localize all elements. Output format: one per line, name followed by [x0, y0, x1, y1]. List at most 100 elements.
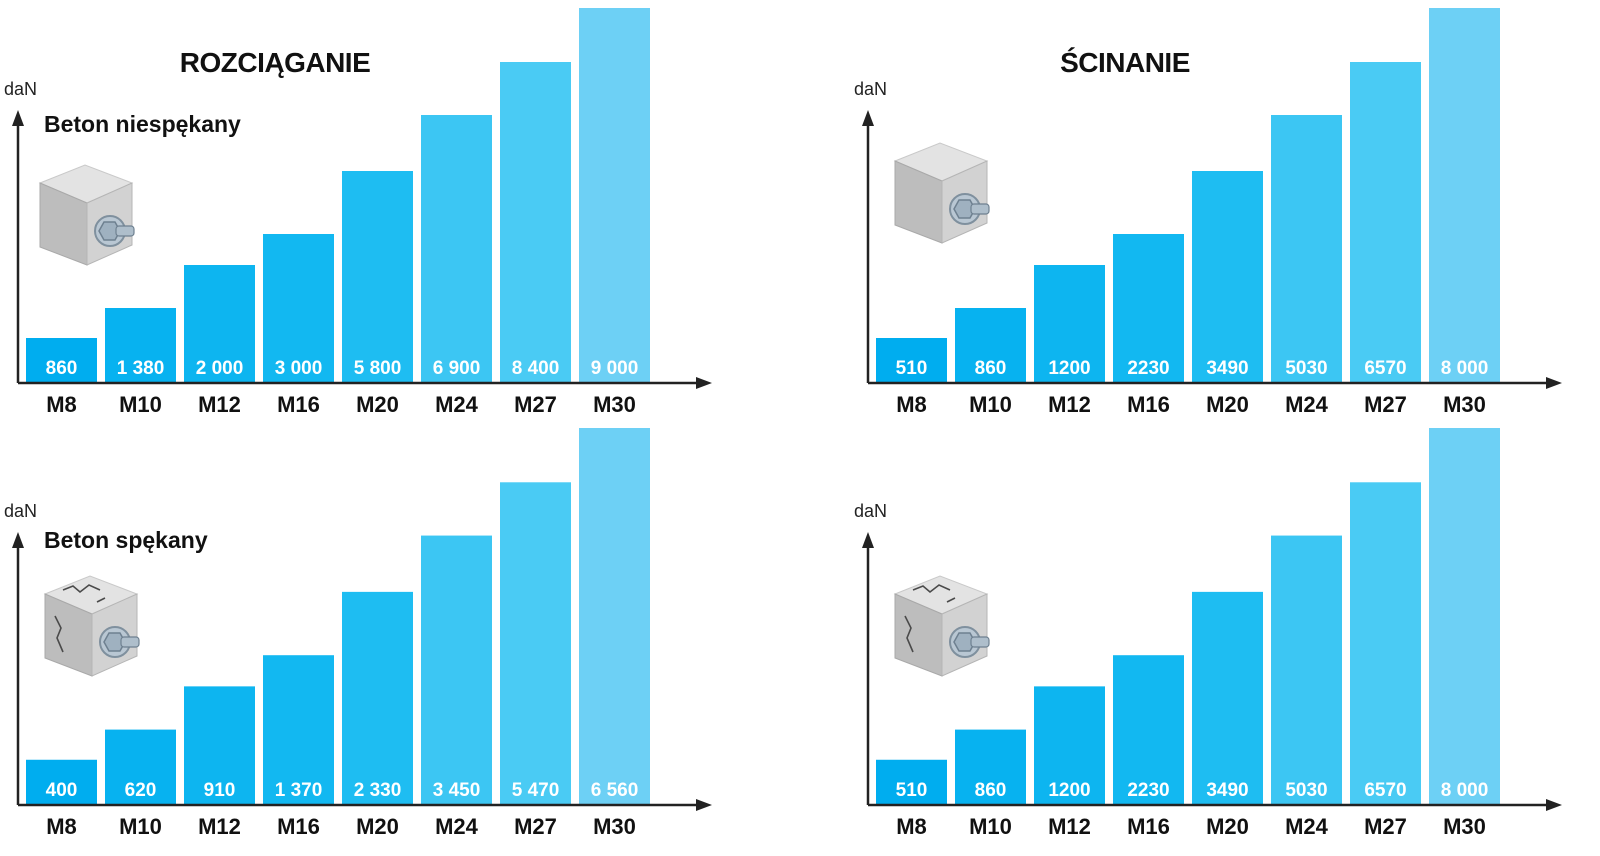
x-tick-label: M27 [514, 814, 557, 839]
bar-value-label: 8 000 [1441, 358, 1489, 379]
bar-group: 510 860 1200 2230 3490 5030 6570 8 000 [876, 8, 1500, 383]
bar-value-label: 8 400 [512, 358, 560, 379]
bar-m12 [1034, 686, 1105, 805]
bar-m16 [1113, 655, 1184, 805]
bolt-nut [103, 632, 126, 652]
bar-value-label: 1 370 [275, 780, 323, 801]
bar-value-label: 620 [125, 780, 157, 801]
bar-m27 [1350, 62, 1421, 383]
bar-value-label: 6570 [1364, 780, 1406, 801]
y-axis-arrow [12, 110, 24, 126]
bar-m27 [1350, 482, 1421, 805]
x-tick-labels: M8 M10 M12 M16 M20 M24 M27 M30 [896, 814, 1486, 839]
bar-m12 [1034, 265, 1105, 383]
x-tick-label: M30 [593, 392, 636, 417]
bar-m20 [342, 171, 413, 383]
x-tick-label: M30 [1443, 392, 1486, 417]
x-tick-label: M16 [1127, 392, 1170, 417]
bar-value-label: 510 [896, 358, 928, 379]
x-tick-label: M12 [1048, 392, 1091, 417]
bolt-nut [953, 632, 976, 652]
y-axis-unit: daN [854, 79, 887, 99]
x-tick-label: M16 [1127, 814, 1170, 839]
x-tick-label: M27 [1364, 814, 1407, 839]
chart-title: ŚCINANIE [1060, 47, 1190, 78]
bar-value-label: 2 330 [354, 780, 402, 801]
x-tick-label: M12 [198, 392, 241, 417]
bar-value-label: 3 450 [433, 780, 481, 801]
bar-m24 [1271, 535, 1342, 805]
x-tick-label: M30 [1443, 814, 1486, 839]
bar-m20 [1192, 591, 1263, 805]
bar-value-label: 6 900 [433, 358, 481, 379]
x-tick-labels: M8 M10 M12 M16 M20 M24 M27 M30 [896, 392, 1486, 417]
x-tick-label: M20 [1206, 814, 1249, 839]
bar-value-label: 5030 [1285, 358, 1327, 379]
bar-m8 [26, 338, 97, 383]
bar-value-label: 6570 [1364, 358, 1406, 379]
bar-m24 [1271, 115, 1342, 383]
chart-svg: ŚCINANIE daN 510 860 1200 2230 3490 5030 6570 8… [854, 8, 1562, 417]
bar-m20 [342, 591, 413, 805]
chart-svg: ROZCIĄGANIE daN Beton niespękany 860 1 38… [4, 8, 712, 417]
bar-value-label: 3 000 [275, 358, 323, 379]
bar-m10 [105, 729, 176, 805]
x-tick-label: M16 [277, 392, 320, 417]
concrete-cube-icon [893, 575, 990, 677]
bar-m12 [184, 686, 255, 805]
x-tick-label: M8 [896, 392, 927, 417]
chart-title: ROZCIĄGANIE [180, 47, 371, 78]
x-tick-label: M8 [46, 392, 77, 417]
axes [12, 110, 712, 389]
chart-tension-uncracked: ROZCIĄGANIE daN Beton niespękany 860 1 38… [0, 0, 800, 428]
bar-value-label: 2 000 [196, 358, 244, 379]
x-axis-arrow [1546, 799, 1562, 811]
x-tick-labels: M8 M10 M12 M16 M20 M24 M27 M30 [46, 392, 636, 417]
concrete-cube-icon [893, 142, 990, 244]
chart-subtitle: Beton spękany [44, 527, 208, 553]
bar-value-label: 5 800 [354, 358, 402, 379]
y-axis-unit: daN [4, 79, 37, 99]
bar-m10 [955, 729, 1026, 805]
bar-m8 [26, 759, 97, 805]
x-tick-label: M27 [514, 392, 557, 417]
bar-value-label: 510 [896, 780, 928, 801]
bar-value-label: 910 [204, 780, 236, 801]
bar-value-label: 5 470 [512, 780, 560, 801]
axes [862, 532, 1562, 811]
bar-value-label: 2230 [1127, 358, 1169, 379]
bar-m16 [263, 655, 334, 805]
bar-value-label: 1200 [1048, 780, 1090, 801]
y-axis-arrow [862, 532, 874, 548]
bar-m24 [421, 115, 492, 383]
x-tick-label: M24 [1285, 814, 1329, 839]
bar-m16 [1113, 234, 1184, 383]
y-axis-arrow [12, 532, 24, 548]
bar-value-label: 1200 [1048, 358, 1090, 379]
x-axis-arrow [696, 377, 712, 389]
x-tick-label: M10 [969, 392, 1012, 417]
bar-value-label: 860 [975, 780, 1007, 801]
x-tick-label: M10 [969, 814, 1012, 839]
bar-m16 [263, 234, 334, 383]
axes [12, 532, 712, 811]
x-tick-label: M16 [277, 814, 320, 839]
chart-shear-cracked: daN 510 860 1200 2230 3490 5030 6570 8 000 M8 M1… [850, 428, 1600, 856]
y-axis-unit: daN [854, 501, 887, 521]
x-tick-label: M24 [1285, 392, 1329, 417]
x-tick-label: M8 [46, 814, 77, 839]
chart-shear-uncracked: ŚCINANIE daN 510 860 1200 2230 3490 5030 6570 8… [850, 0, 1600, 428]
x-tick-label: M8 [896, 814, 927, 839]
crack-lines [54, 584, 106, 653]
chart-subtitle: Beton niespękany [44, 111, 241, 137]
bar-value-label: 860 [46, 358, 78, 379]
bar-m10 [955, 308, 1026, 383]
chart-svg: daN 510 860 1200 2230 3490 5030 6570 8 000 M8 M1… [854, 428, 1562, 839]
x-tick-label: M20 [356, 814, 399, 839]
x-axis-arrow [696, 799, 712, 811]
bar-value-label: 2230 [1127, 780, 1169, 801]
x-axis-arrow [1546, 377, 1562, 389]
concrete-cube-icon [38, 164, 135, 266]
bar-value-label: 6 560 [591, 780, 639, 801]
bolt-thread [115, 225, 135, 237]
